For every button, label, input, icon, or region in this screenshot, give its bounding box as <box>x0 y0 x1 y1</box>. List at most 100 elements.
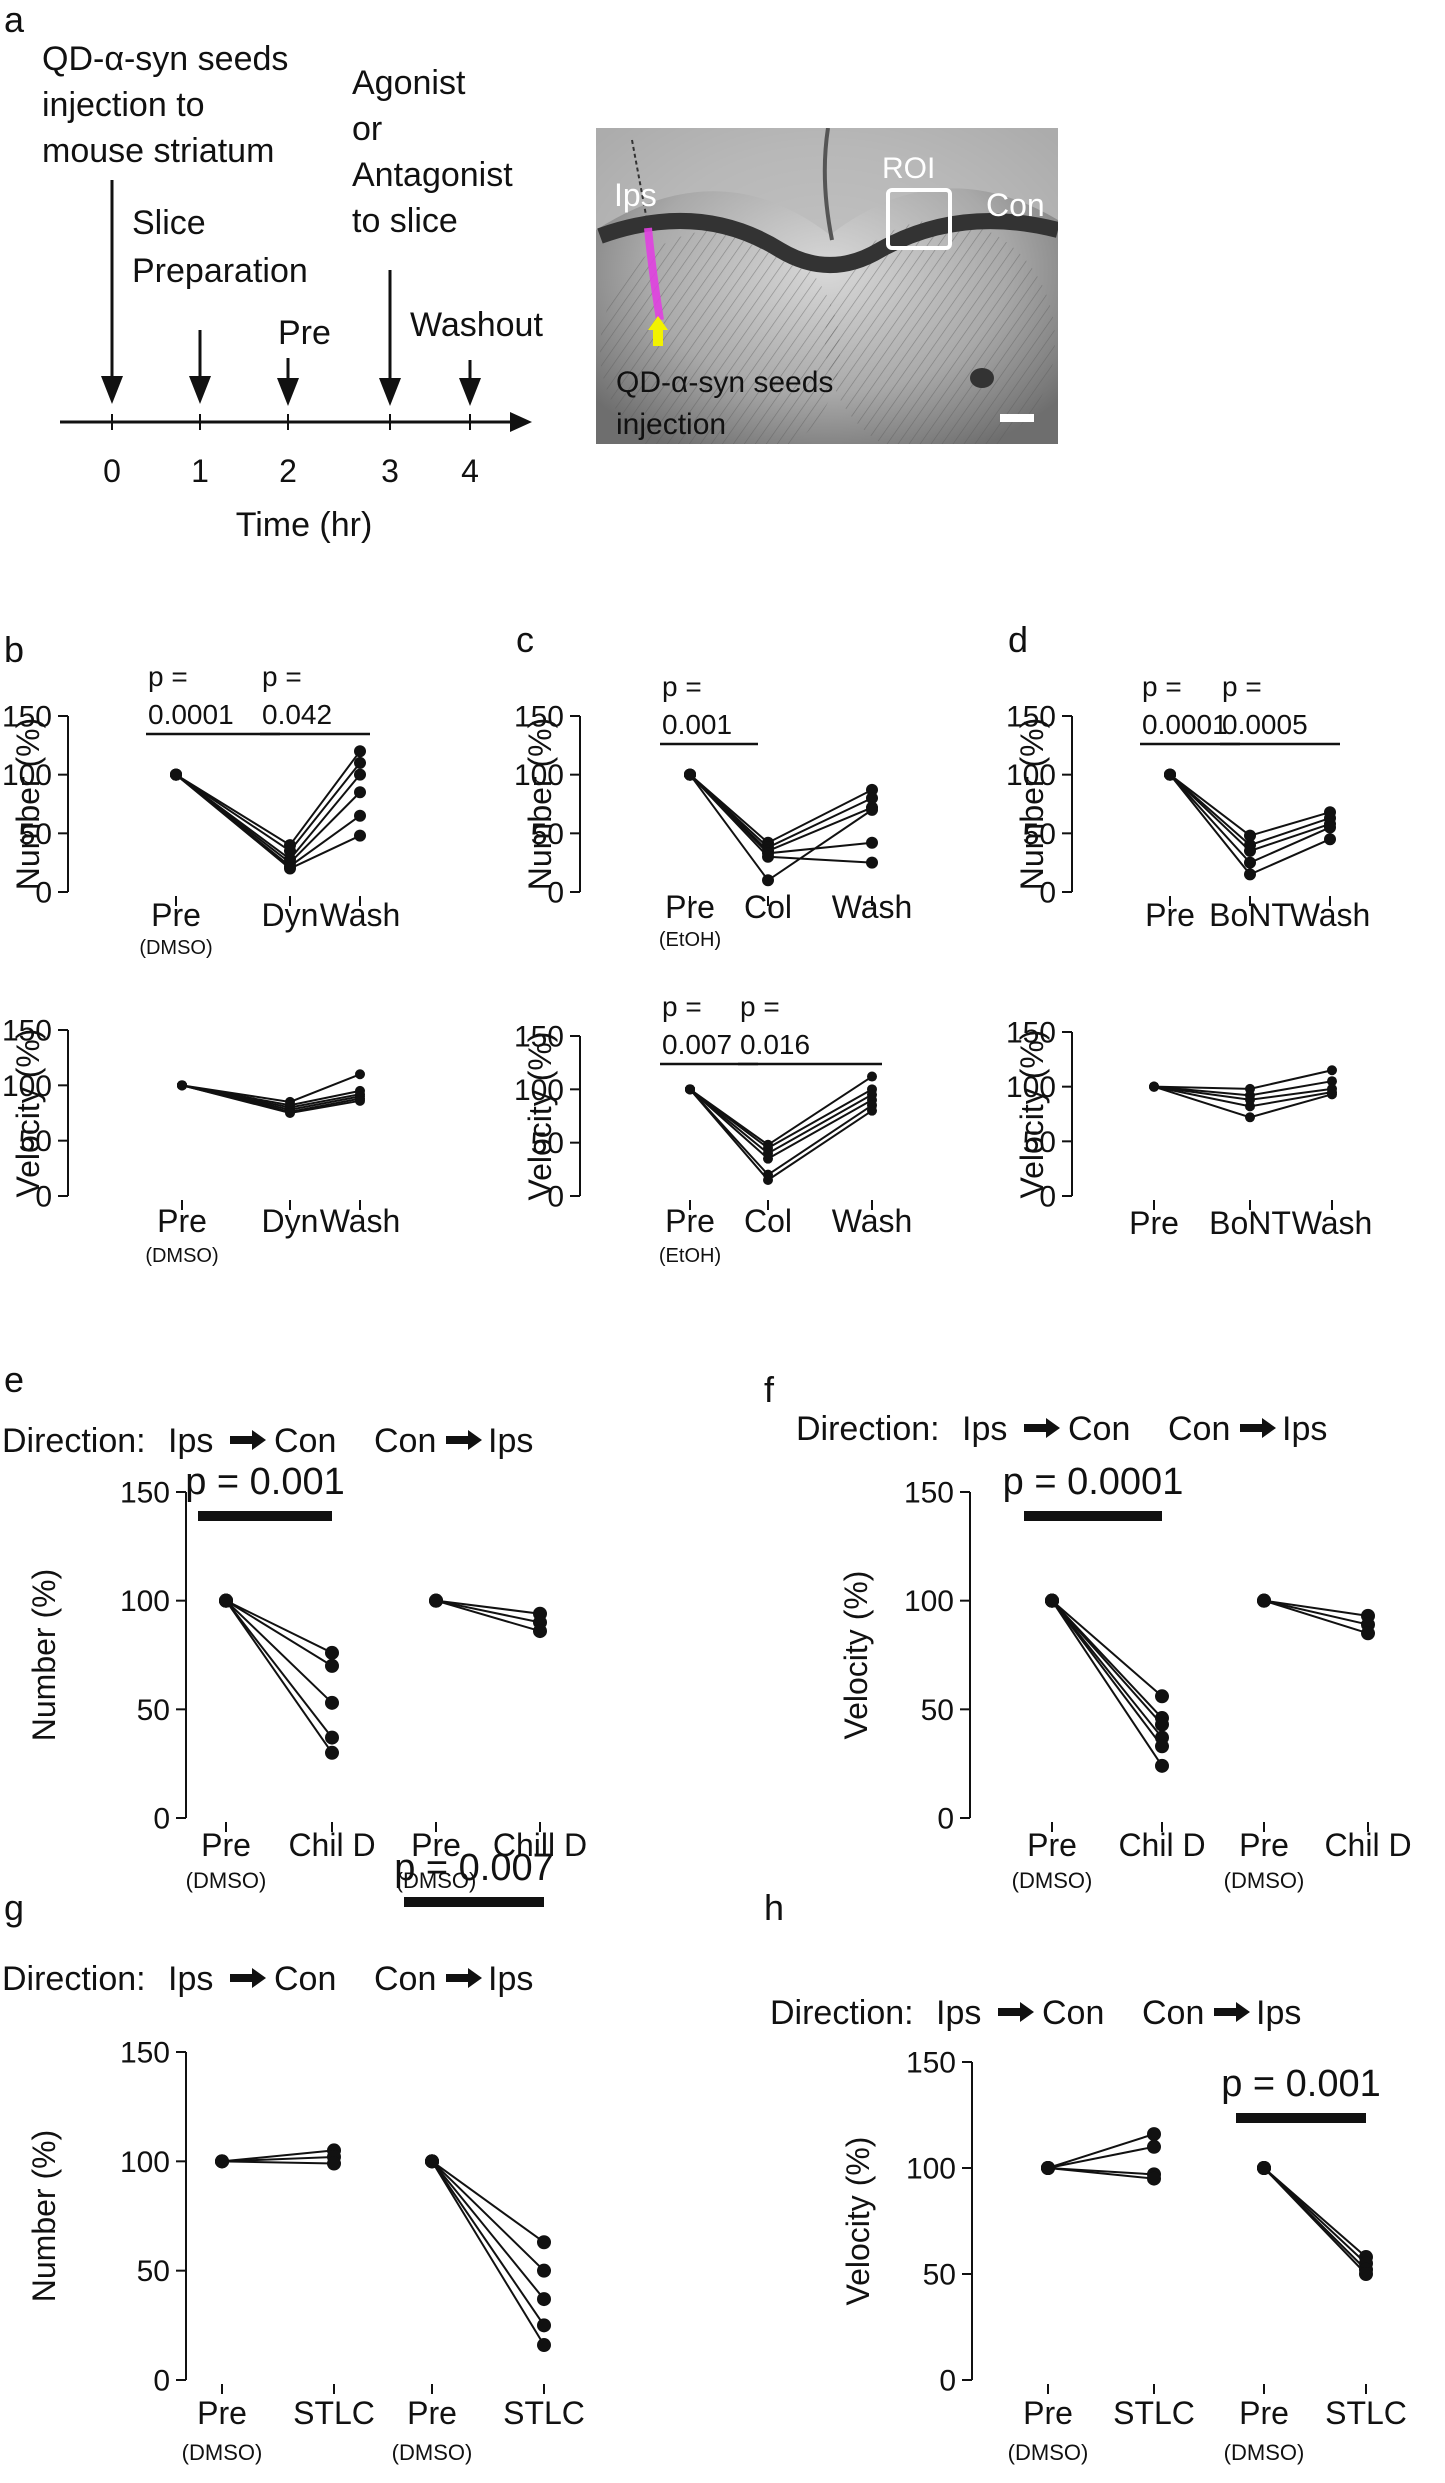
data-point <box>762 850 774 863</box>
y-tick-label: 0 <box>35 877 52 910</box>
event-label-line: injection to <box>42 86 205 124</box>
y-tick-label: 0 <box>547 877 564 910</box>
x-tick-label: Chil D <box>1118 1827 1205 1863</box>
series-line-3 <box>431 2160 545 2244</box>
data-point <box>1327 1065 1337 1076</box>
data-point <box>1147 2127 1161 2142</box>
y-tick-label: 0 <box>547 1181 564 1214</box>
y-axis-label: Velocity (%) <box>1014 1030 1050 1199</box>
data-point <box>1244 856 1256 869</box>
y-tick-label: 0 <box>939 2365 956 2398</box>
p-value-label: p = <box>662 991 702 1022</box>
data-point <box>1257 2161 1271 2175</box>
direction-to-2: Ips <box>1282 1410 1327 1448</box>
event-label-line: QD-α-syn seeds <box>42 40 288 78</box>
y-tick-label: 50 <box>531 1127 564 1160</box>
y-tick-label: 0 <box>1039 1181 1056 1214</box>
series-line-4 <box>689 1088 873 1176</box>
x-tick-label: Wash <box>320 1203 401 1239</box>
y-tick-label: 100 <box>906 2153 956 2186</box>
series-line-2 <box>1051 1600 1163 1726</box>
data-point <box>763 1153 773 1164</box>
data-point <box>1324 833 1336 846</box>
data-point <box>1245 1101 1255 1112</box>
series-line-0 <box>225 1599 333 1654</box>
panel-label-d: d <box>1008 619 1028 660</box>
y-tick-label: 0 <box>153 1803 170 1836</box>
panel-label-c: c <box>516 619 534 660</box>
data-point <box>1244 844 1256 857</box>
data-point <box>1147 2171 1161 2186</box>
data-point <box>325 1745 339 1760</box>
series-line-5 <box>689 774 873 882</box>
y-tick-label: 150 <box>120 2037 170 2070</box>
data-point <box>1041 2161 1055 2175</box>
micrograph-label-roi: ROI <box>882 152 935 185</box>
x-tick-label: Wash <box>1290 897 1371 933</box>
direction-prefix: Direction: <box>2 1422 146 1460</box>
data-point <box>1359 2267 1373 2281</box>
y-axis-label: Velocity (%) <box>840 2137 876 2306</box>
direction-from-1: Ips <box>936 1994 981 2032</box>
x-tick-sublabel: (DMSO) <box>1224 1868 1305 1893</box>
data-point <box>327 2156 341 2171</box>
series-line-2 <box>225 1599 333 1704</box>
x-tick-label: Pre <box>1027 1827 1077 1863</box>
y-axis-label: Number (%) <box>522 718 558 890</box>
y-tick-label: 50 <box>1023 818 1056 851</box>
ventricle-spot <box>970 368 994 388</box>
x-tick-label: Pre <box>665 1203 715 1239</box>
p-value-label: p = <box>1222 671 1262 702</box>
series-line-5 <box>435 1599 541 1615</box>
series-line-3 <box>1047 2167 1155 2180</box>
micrograph-label-con: Con <box>986 187 1045 223</box>
data-point <box>1164 768 1176 781</box>
y-tick-label: 100 <box>1006 1071 1056 1104</box>
y-axis-label: Number (%) <box>26 1569 62 1741</box>
data-point <box>867 1105 877 1116</box>
data-point <box>684 768 696 781</box>
series-line-4 <box>1051 1600 1163 1747</box>
timeline-diagram: 0 1 2 3 4 Time (hr) QD-α-syn seeds injec… <box>42 40 543 544</box>
cortex-band <box>596 128 1058 235</box>
data-point <box>685 1084 695 1095</box>
y-tick-label: 100 <box>904 1585 954 1618</box>
x-tick-label: Pre <box>1023 2395 1073 2431</box>
left-striatum <box>600 230 840 444</box>
data-point <box>325 1730 339 1745</box>
direction-to-2: Ips <box>488 1960 533 1998</box>
p-value-label: p = <box>262 661 302 692</box>
p-value-label: p = <box>740 991 780 1022</box>
data-point <box>866 792 878 805</box>
x-tick-label: STLC <box>1113 2395 1195 2431</box>
p-value-label: 0.0001 <box>1142 709 1228 740</box>
event-label-line: Preparation <box>132 252 308 290</box>
y-axis-label: Velocity (%) <box>838 1571 874 1740</box>
data-point <box>533 1624 547 1639</box>
x-tick-label: BoNT <box>1209 1205 1291 1241</box>
x-tick-label: Pre <box>201 1827 251 1863</box>
panel-label-h: h <box>764 1887 784 1928</box>
event-label-line: Agonist <box>352 64 466 102</box>
data-point <box>866 803 878 816</box>
y-axis-label: Velocity (%) <box>522 1032 558 1201</box>
x-tick-label: Col <box>744 889 792 925</box>
data-point <box>355 1095 365 1106</box>
timeline-event-injection: QD-α-syn seeds injection to mouse striat… <box>42 40 288 404</box>
y-tick-label: 100 <box>514 759 564 792</box>
data-point <box>867 1071 877 1082</box>
data-point <box>1147 2139 1161 2154</box>
data-point <box>1244 868 1256 881</box>
x-tick-label: Wash <box>320 897 401 933</box>
p-value-label: 0.001 <box>662 709 732 740</box>
y-tick-label: 150 <box>1006 701 1056 734</box>
y-tick-label: 100 <box>120 2146 170 2179</box>
timeline-tick-label: 2 <box>279 453 297 489</box>
data-point <box>1327 1089 1337 1100</box>
y-tick-label: 150 <box>120 1477 170 1510</box>
series-line-1 <box>1047 2145 1155 2169</box>
series-line-7 <box>1263 1599 1369 1626</box>
